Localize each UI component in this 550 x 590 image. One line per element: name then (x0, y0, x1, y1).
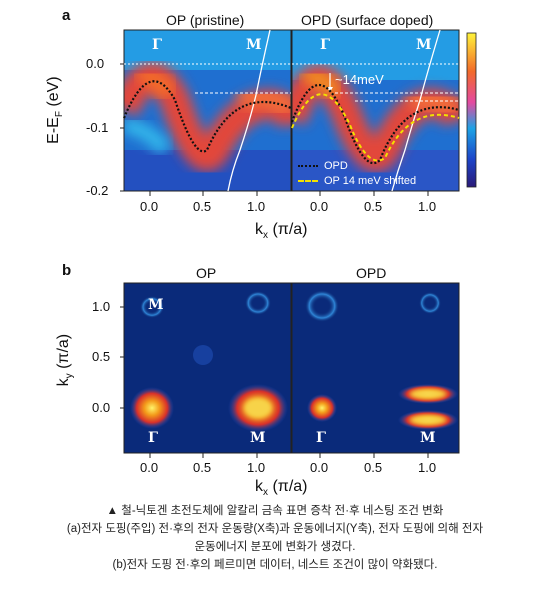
xtick-a-r0: 0.0 (310, 199, 329, 214)
panel-a-plots (120, 29, 477, 196)
m-label-a-right: M (416, 37, 432, 53)
ytick-b-2: 0.0 (92, 400, 111, 415)
legend-item-op-shifted: OP 14 meV shifted (298, 173, 416, 188)
xlabel-b-main: k (255, 478, 263, 495)
legend: OPD OP 14 meV shifted (298, 158, 416, 188)
gamma-label-b-right: Γ (316, 430, 326, 446)
xlabel-b: kx (π/a) (255, 478, 307, 498)
arpes-op-map (124, 30, 291, 191)
caption-line-4: (b)전자 도핑 전·후의 페르미면 데이터, 네스트 조건이 많이 약화됐다. (112, 559, 438, 571)
xlabel-a: kx (π/a) (255, 221, 307, 241)
xtick-a-r1: 0.5 (364, 199, 383, 214)
xtick-b-l1: 0.5 (193, 460, 212, 475)
xtick-b-r2: 1.0 (418, 460, 437, 475)
panel-a-title-right: OPD (surface doped) (301, 12, 434, 28)
xtick-a-l1: 0.5 (193, 199, 212, 214)
ylabel-b-sub: y (64, 373, 76, 379)
caption-line-3: 운동에너지 분포에 변화가 생겼다. (194, 541, 356, 553)
caption-line-2: (a)전자 도핑(주입) 전·후의 전자 운동량(X축)과 운동에너지(Y축),… (66, 523, 484, 535)
panel-b-title-right: OPD (356, 265, 387, 281)
ytick-b-1: 0.5 (92, 349, 111, 364)
legend-swatch-op-shifted (298, 179, 318, 182)
xlabel-a-main: k (255, 221, 263, 238)
caption-line-1: ▲ 철-닉토겐 초전도체에 알칼리 금속 표면 증착 전·후 네스팅 조건 변화 (106, 505, 444, 517)
xtick-b-r1: 0.5 (364, 460, 383, 475)
xtick-a-r2: 1.0 (418, 199, 437, 214)
ylabel-b-main: k (54, 378, 72, 387)
m-label-b-right: M (420, 430, 436, 446)
xtick-a-l0: 0.0 (140, 199, 159, 214)
ytick-a-0: 0.0 (86, 56, 105, 71)
ytick-a-1: -0.1 (86, 120, 109, 135)
gamma-label-b-left: Γ (148, 430, 158, 446)
legend-label-opd: OPD (324, 159, 348, 172)
xtick-a-l2: 1.0 (247, 199, 266, 214)
shift-annotation: ~14meV (335, 72, 384, 87)
ylabel-b: ky (π/a) (55, 305, 75, 415)
legend-swatch-opd (298, 164, 318, 167)
ylabel-b-unit: (π/a) (54, 333, 72, 374)
gamma-label-a-right: Γ (320, 37, 330, 53)
panel-a-title-left: OP (pristine) (166, 12, 245, 28)
legend-item-opd: OPD (298, 158, 416, 173)
xlabel-a-sub: x (263, 230, 268, 242)
gamma-label-a-left: Γ (152, 37, 162, 53)
m-label-a-left: M (246, 37, 262, 53)
m-label-b-left: M (250, 430, 266, 446)
legend-label-op-shifted: OP 14 meV shifted (324, 174, 417, 187)
arpes-opd-map (292, 30, 459, 191)
panel-b-title-left: OP (196, 265, 217, 281)
ytick-a-2: -0.2 (86, 183, 109, 198)
xlabel-b-unit: (π/a) (268, 478, 308, 495)
ytick-b-0: 1.0 (92, 299, 111, 314)
xtick-b-l0: 0.0 (140, 460, 159, 475)
panel-a-label: a (62, 7, 71, 24)
xtick-b-r0: 0.0 (310, 460, 329, 475)
xlabel-b-sub: x (263, 487, 268, 499)
panel-b-plots (120, 282, 460, 458)
xtick-b-l2: 1.0 (247, 460, 266, 475)
panel-b-label: b (62, 262, 72, 279)
xlabel-a-unit: (π/a) (268, 221, 308, 238)
m-label-b-left-top: M (148, 297, 164, 313)
